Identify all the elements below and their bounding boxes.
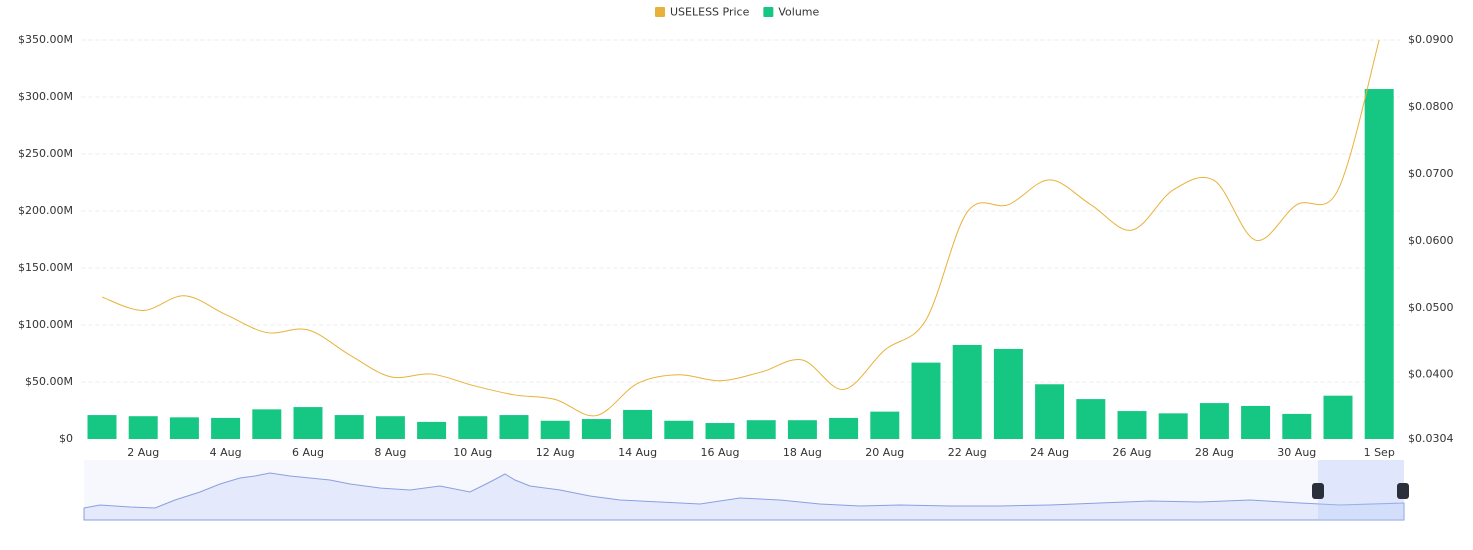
legend-label: Volume [778,6,819,19]
y-tick-label: $100.00M [18,318,73,331]
bar [911,362,941,439]
y-tick-label: $150.00M [18,261,73,274]
bar [664,420,694,439]
bar [952,344,982,439]
bar [746,420,776,439]
bar [211,417,241,439]
bar [293,407,323,439]
bar [623,409,653,439]
bar [705,423,735,439]
price-line [101,39,1380,417]
legend-swatch [763,7,774,17]
y2-tick-label: $0.0500 [1408,301,1454,314]
x-tick-label: 20 Aug [865,446,904,459]
navigator-selection[interactable] [1318,460,1404,520]
y-tick-label: $50.00M [25,375,73,388]
y2-tick-label: $0.0700 [1408,167,1454,180]
bar [1076,399,1106,439]
y2-tick-label: $0.0600 [1408,234,1454,247]
x-tick-label: 2 Aug [127,446,159,459]
bar [787,420,817,439]
bar [581,419,611,439]
y2-tick-label: $0.0900 [1408,33,1454,46]
bar [1364,89,1394,440]
bar [1117,411,1147,439]
x-tick-label: 18 Aug [783,446,822,459]
x-tick-label: 6 Aug [292,446,324,459]
navigator-handle[interactable] [1312,483,1324,499]
legend-label: USELESS Price [670,6,750,19]
legend-swatch [655,7,665,17]
bar [1282,413,1312,439]
bar [375,416,405,439]
x-tick-label: 24 Aug [1030,446,1069,459]
y-tick-label: $350.00M [18,33,73,46]
bar [1035,384,1065,439]
bar [128,416,158,439]
bar [169,417,199,439]
y-tick-label: $250.00M [18,147,73,160]
y2-tick-label: $0.0800 [1408,100,1454,113]
bar [1158,413,1188,439]
x-tick-label: 10 Aug [453,446,492,459]
x-tick-label: 12 Aug [536,446,575,459]
bar [458,416,488,439]
navigator-area [83,472,1405,521]
bar [499,415,529,439]
x-tick-label: 28 Aug [1195,446,1234,459]
bar [252,409,282,439]
bar [870,411,900,439]
bar [87,415,117,439]
bar [1241,405,1271,439]
x-tick-label: 30 Aug [1277,446,1316,459]
x-tick-label: 22 Aug [948,446,987,459]
y2-tick-label: $0.0400 [1408,368,1454,381]
y-tick-label: $300.00M [18,90,73,103]
bar [993,348,1023,439]
bar [334,415,364,439]
y-tick-label: $0 [59,432,73,445]
x-tick-label: 26 Aug [1113,446,1152,459]
y-tick-label: $200.00M [18,204,73,217]
navigator[interactable] [83,460,1409,521]
bar [1199,403,1229,439]
navigator-handle[interactable] [1397,483,1409,499]
x-tick-label: 16 Aug [701,446,740,459]
x-tick-label: 4 Aug [210,446,242,459]
bar [417,421,447,439]
x-tick-label: 14 Aug [618,446,657,459]
y2-tick-label: $0.0304 [1408,432,1454,445]
bar [1323,395,1353,439]
bar [540,420,570,439]
x-tick-label: 8 Aug [374,446,406,459]
x-tick-label: 1 Sep [1364,446,1395,459]
bar [829,417,859,439]
